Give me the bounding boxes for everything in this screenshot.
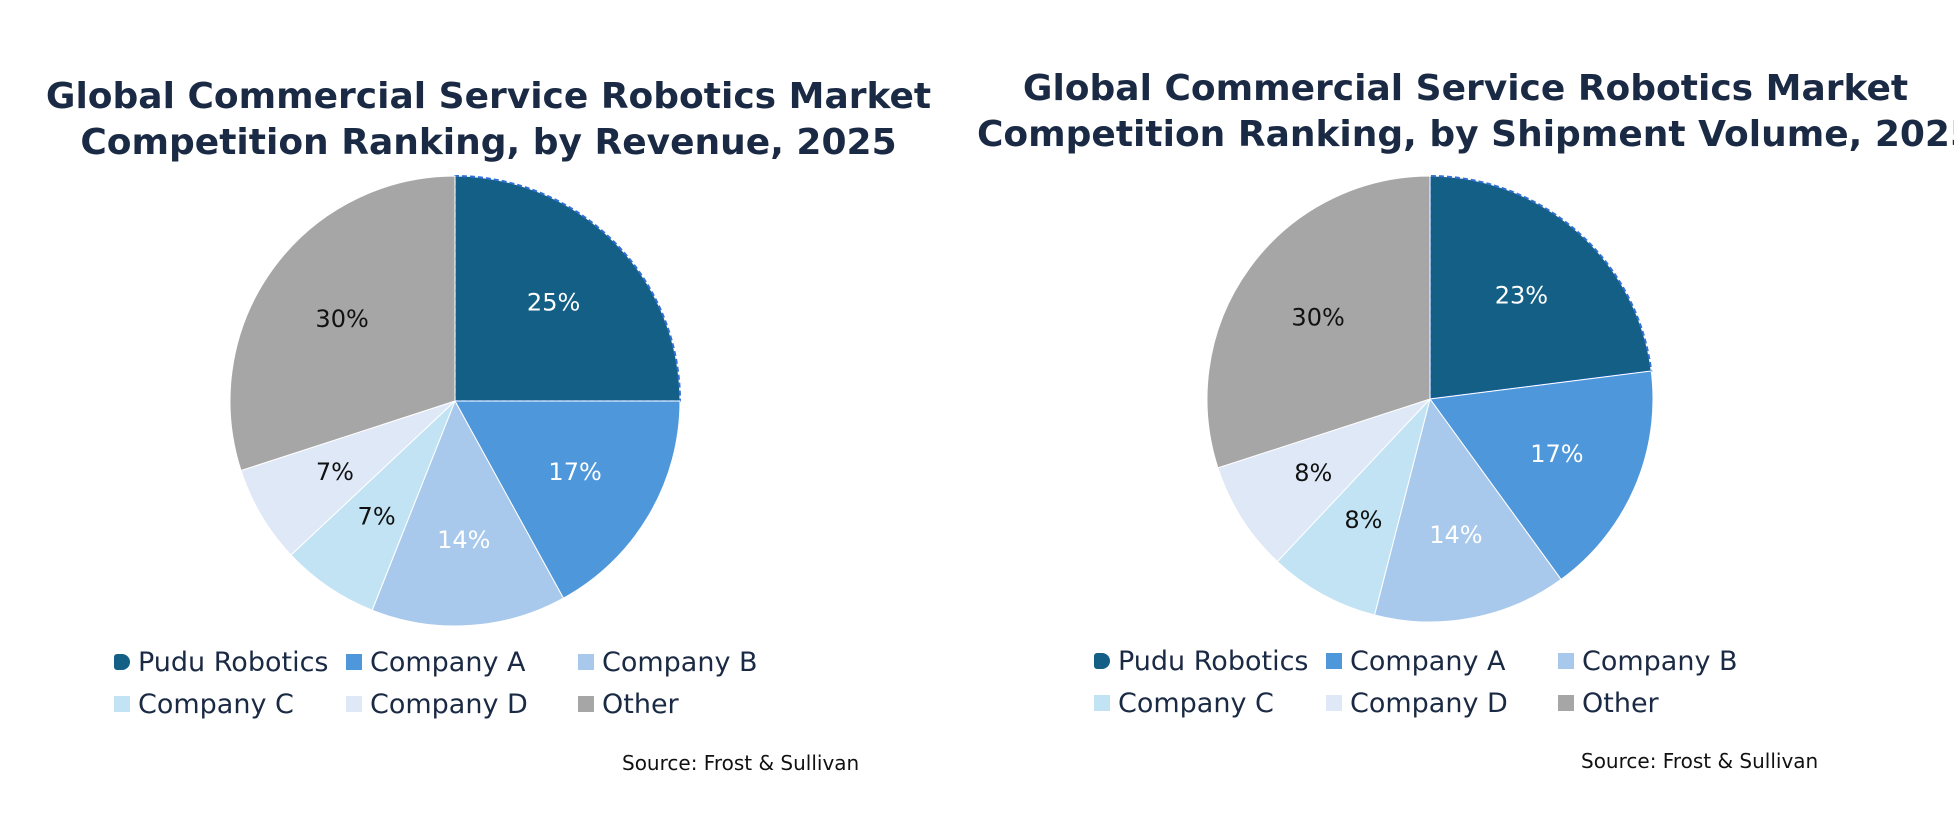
data-label-other: 30% — [1291, 304, 1344, 332]
legend-swatch-company-a — [346, 654, 362, 670]
legend-label-company-b: Company B — [602, 646, 758, 678]
legend-item-company-d: Company D — [346, 688, 578, 720]
legend-swatch-pudu-robotics — [114, 654, 130, 670]
legend-item-company-a: Company A — [346, 646, 578, 678]
legend-swatch-company-c — [114, 696, 130, 712]
legend-item-pudu-robotics: Pudu Robotics — [1094, 645, 1326, 677]
revenue-pie-chart: 25% 17% 14% 7%7% 30% — [229, 174, 682, 627]
legend-label-company-a: Company A — [370, 646, 526, 678]
legend-swatch-pudu-robotics — [1094, 653, 1110, 669]
data-label-company-d: 7% — [316, 458, 354, 486]
source-note: Source: Frost & Sullivan — [622, 751, 860, 775]
revenue-chart-panel: Global Commercial Service Robotics Marke… — [0, 74, 977, 775]
data-label-company-c: 8% — [1344, 506, 1382, 534]
legend-label-company-a: Company A — [1350, 645, 1506, 677]
legend-item-company-a: Company A — [1326, 645, 1558, 677]
pie-slice-other — [1206, 175, 1431, 469]
pie-slice-company-a — [1429, 370, 1654, 581]
legend-item-company-c: Company C — [1094, 687, 1326, 719]
legend-swatch-company-b — [1558, 653, 1574, 669]
pie-slice-other — [229, 175, 456, 472]
data-label-company-b: 14% — [1429, 521, 1482, 549]
chart-title: Global Commercial Service Robotics Marke… — [977, 66, 1954, 158]
chart-title-line-2: Competition Ranking, by Revenue, 2025 — [80, 122, 897, 163]
legend-item-other: Other — [578, 688, 778, 720]
pie-slice-company-b — [371, 399, 565, 627]
data-label-pudu-robotics: 25% — [527, 288, 580, 316]
legend-label-company-b: Company B — [1582, 645, 1738, 677]
data-label-company-c: 7% — [358, 502, 396, 530]
chart-title-line-2: Competition Ranking, by Shipment Volume,… — [977, 114, 1954, 155]
legend-swatch-company-c — [1094, 695, 1110, 711]
data-label-company-a: 17% — [1530, 440, 1583, 468]
legend-item-other: Other — [1558, 687, 1758, 719]
legend-label-other: Other — [602, 688, 679, 720]
legend-item-company-b: Company B — [578, 646, 778, 678]
pie-slice-company-b — [1373, 397, 1562, 623]
legend-label-pudu-robotics: Pudu Robotics — [138, 646, 329, 678]
legend-item-pudu-robotics: Pudu Robotics — [114, 646, 346, 678]
pie-slice-company-d — [1217, 398, 1431, 563]
data-label-company-a: 17% — [548, 458, 601, 486]
chart-title-line-1: Global Commercial Service Robotics Marke… — [45, 76, 932, 117]
chart-title-line-1: Global Commercial Service Robotics Marke… — [1022, 68, 1909, 109]
legend-label-company-d: Company D — [1350, 687, 1508, 719]
legend-swatch-company-b — [578, 654, 594, 670]
legend-item-company-b: Company B — [1558, 645, 1758, 677]
data-label-other: 30% — [315, 305, 368, 333]
chart-legend: Pudu Robotics Company A Company B Company C… — [1094, 645, 1758, 719]
legend-label-pudu-robotics: Pudu Robotics — [1118, 645, 1309, 677]
legend-swatch-other — [578, 696, 594, 712]
chart-legend: Pudu Robotics Company A Company B Company C… — [114, 646, 778, 720]
source-note: Source: Frost & Sullivan — [1581, 749, 1819, 773]
data-label-company-b: 14% — [437, 526, 490, 554]
shipment-pie-chart: 23% 17% 14% 8% 8% 30% — [1206, 174, 1654, 623]
pie-slice-company-c — [1276, 398, 1431, 616]
legend-label-other: Other — [1582, 687, 1659, 719]
legend-label-company-d: Company D — [370, 688, 528, 720]
legend-swatch-company-d — [1326, 695, 1342, 711]
legend-item-company-d: Company D — [1326, 687, 1558, 719]
legend-label-company-c: Company C — [138, 688, 294, 720]
data-label-company-d: 8% — [1294, 459, 1332, 487]
legend-swatch-company-a — [1326, 653, 1342, 669]
data-label-pudu-robotics: 23% — [1495, 281, 1548, 309]
highlight-outline-pudu-robotics — [1429, 174, 1653, 401]
chart-title: Global Commercial Service Robotics Marke… — [0, 74, 977, 166]
legend-swatch-company-d — [346, 696, 362, 712]
legend-item-company-c: Company C — [114, 688, 346, 720]
shipment-chart-panel: Global Commercial Service Robotics Marke… — [977, 0, 1954, 838]
legend-label-company-c: Company C — [1118, 687, 1274, 719]
pie-slice-company-a — [454, 400, 681, 599]
legend-swatch-other — [1558, 695, 1574, 711]
highlight-outline-pudu-robotics — [454, 174, 682, 402]
